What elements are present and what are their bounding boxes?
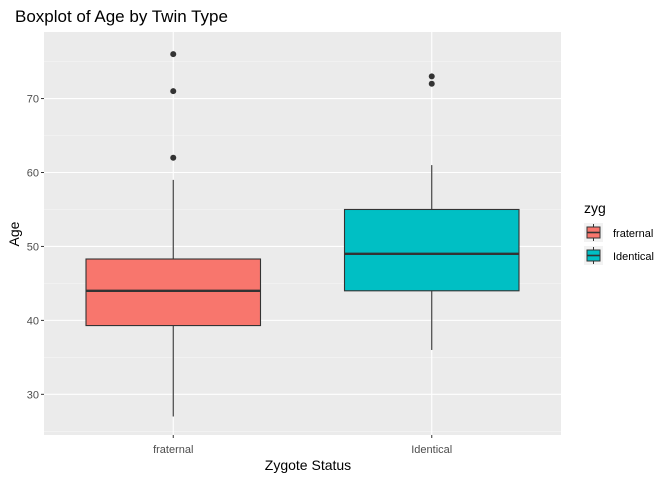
legend-label: fraternal xyxy=(613,228,653,240)
legend-key-fraternal xyxy=(584,223,603,242)
outlier-point xyxy=(428,73,435,80)
box-iqr xyxy=(85,258,262,327)
outlier-point xyxy=(170,88,177,95)
y-tick-label: 40 xyxy=(27,315,39,327)
box-identical xyxy=(343,73,520,350)
outlier-point xyxy=(170,51,177,58)
outlier-point xyxy=(170,154,177,161)
legend-key-identical xyxy=(584,246,603,265)
outlier-point xyxy=(428,80,435,87)
box-iqr xyxy=(343,208,520,292)
box-group xyxy=(85,51,520,417)
legend-title: zyg xyxy=(584,200,606,216)
legend: zyg fraternal Identical xyxy=(584,200,654,265)
x-tick-label: Identical xyxy=(411,444,452,456)
y-tick-label: 30 xyxy=(27,389,39,401)
y-axis: 30 40 50 60 70 xyxy=(27,94,44,401)
y-tick-label: 70 xyxy=(27,94,39,106)
legend-label: Identical xyxy=(613,251,654,263)
y-tick-label: 50 xyxy=(27,241,39,253)
x-axis-label: Zygote Status xyxy=(265,457,351,473)
y-axis-label: Age xyxy=(6,221,22,246)
y-tick-label: 60 xyxy=(27,167,39,179)
box-fraternal xyxy=(85,51,262,417)
chart-title: Boxplot of Age by Twin Type xyxy=(15,7,228,26)
x-axis: fraternal Identical xyxy=(153,435,452,456)
x-tick-label: fraternal xyxy=(153,444,193,456)
